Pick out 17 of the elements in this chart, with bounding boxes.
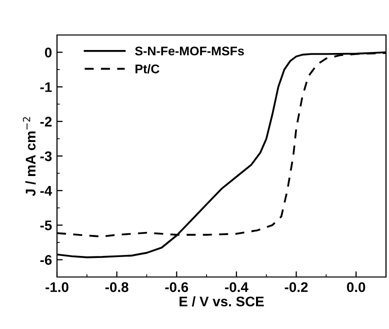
legend-label: S-N-Fe-MOF-MSFs — [135, 46, 244, 56]
x-tick-label: 0.0 — [346, 282, 366, 292]
x-axis-title: E / V vs. SCE — [180, 296, 264, 307]
y-tick-label: -5 — [40, 220, 52, 230]
y-tick-label: -4 — [40, 186, 52, 196]
x-tick-label: -1.0 — [46, 282, 68, 292]
x-tick-label: -0.4 — [225, 282, 248, 292]
y-tick-label: -6 — [40, 255, 52, 265]
y-tick-label: -3 — [40, 151, 52, 162]
x-tick-label: -0.2 — [284, 282, 308, 292]
x-tick-label: -0.8 — [105, 282, 128, 292]
legend-label: Pt/C — [136, 64, 160, 74]
y-tick-label: -2 — [40, 116, 52, 126]
y-axis-title: J / mA cm$^{−2}$ — [22, 117, 36, 196]
y-tick-label: 0 — [44, 48, 52, 58]
y-tick-label: -1 — [40, 82, 52, 92]
x-tick-label: -0.6 — [165, 282, 188, 292]
